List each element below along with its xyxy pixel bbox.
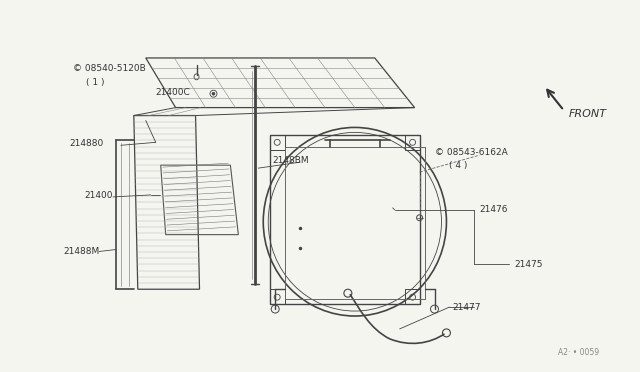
Text: 21475: 21475 [514, 260, 543, 269]
Text: ( 4 ): ( 4 ) [449, 161, 468, 170]
Text: 21477: 21477 [452, 302, 481, 312]
Text: 2148BM: 2148BM [272, 156, 309, 165]
Text: A2· • 0059: A2· • 0059 [557, 348, 599, 357]
Text: 21488M: 21488M [63, 247, 99, 256]
Ellipse shape [212, 92, 215, 95]
Text: 21400C: 21400C [156, 88, 191, 97]
Text: FRONT: FRONT [569, 109, 607, 119]
Text: ( 1 ): ( 1 ) [86, 78, 104, 87]
Text: 21400: 21400 [84, 192, 113, 201]
Text: 21476: 21476 [479, 205, 508, 214]
Text: 214880: 214880 [69, 139, 103, 148]
Text: © 08543-6162A: © 08543-6162A [435, 148, 508, 157]
Text: © 08540-5120B: © 08540-5120B [73, 64, 146, 73]
